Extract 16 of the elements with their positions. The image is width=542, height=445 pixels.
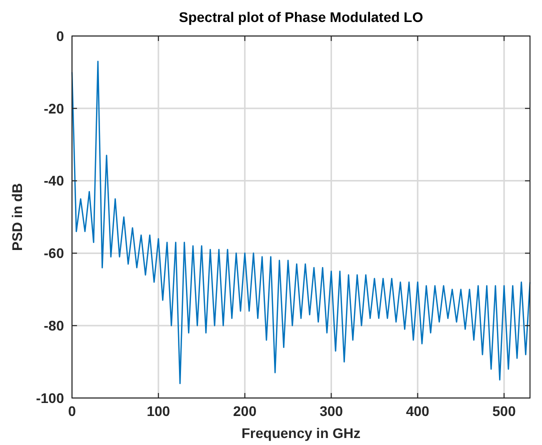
x-axis-title: Frequency in GHz — [241, 425, 361, 441]
y-tick-label: 0 — [56, 28, 64, 44]
y-tick-label: -20 — [44, 100, 64, 116]
line-series — [71, 60, 531, 384]
x-tick-label: 0 — [68, 403, 76, 419]
x-tick-label: 300 — [320, 403, 344, 419]
y-tick-label: -100 — [36, 390, 64, 406]
x-tick-label: 400 — [406, 403, 430, 419]
y-tick-label: -40 — [44, 172, 64, 189]
y-axis-title: PSD in dB — [9, 183, 25, 251]
y-tick-label: -60 — [44, 245, 64, 262]
x-tick-label: 200 — [233, 403, 257, 419]
chart-title: Spectral plot of Phase Modulated LO — [178, 9, 424, 25]
y-tick-label: -80 — [44, 318, 64, 334]
x-tick-label: 100 — [146, 403, 170, 419]
x-tick-label: 500 — [492, 403, 516, 419]
